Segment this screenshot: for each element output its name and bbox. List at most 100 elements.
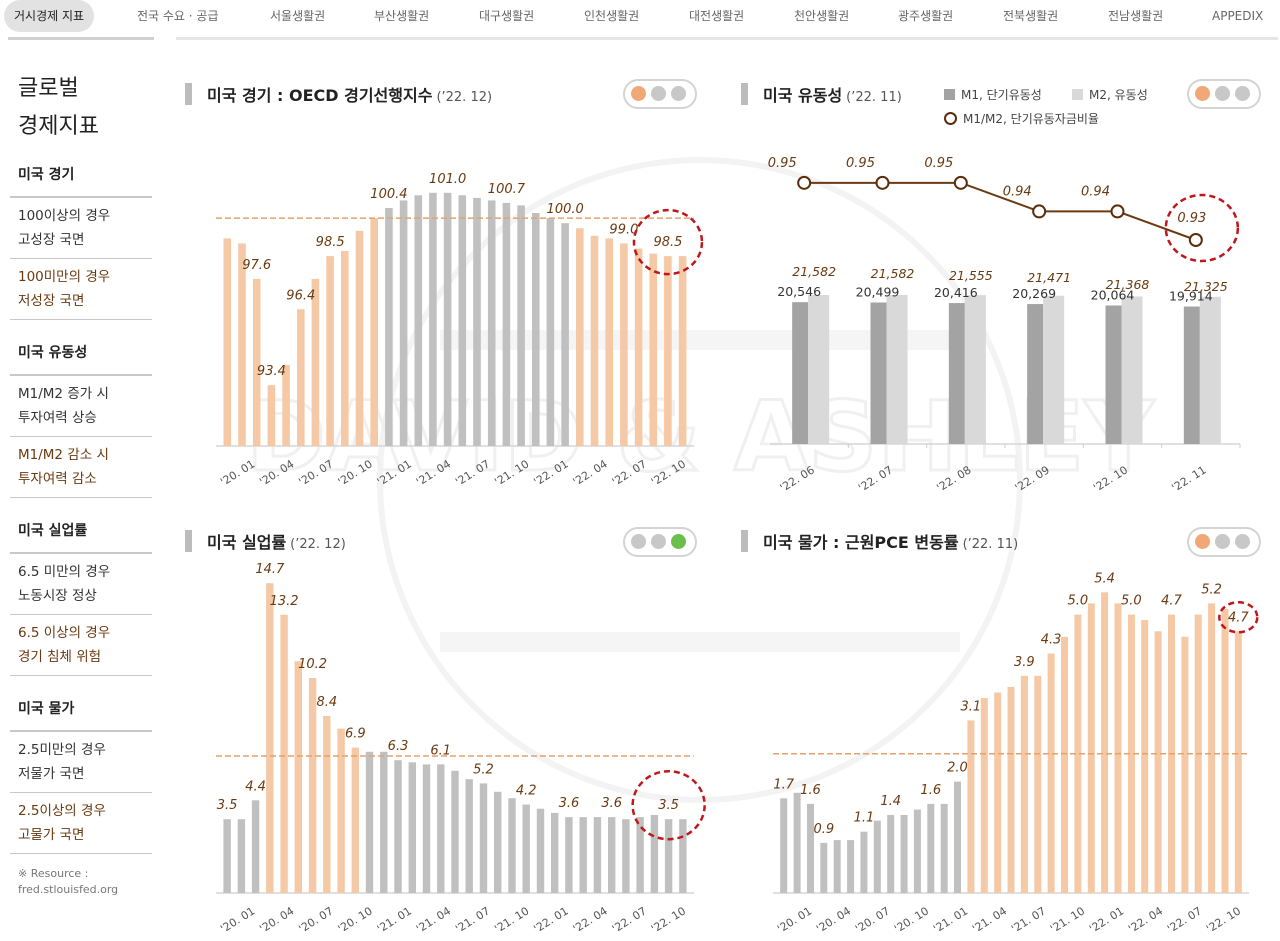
- bar: [994, 692, 1002, 893]
- bar: [408, 762, 416, 893]
- data-label: 8.4: [316, 695, 337, 710]
- panel-title: 미국 물가 : 근원PCE 변동률 (’22. 11): [763, 529, 1018, 553]
- panel-header-bar: [741, 530, 748, 552]
- tab-gwangju[interactable]: 광주생활권: [898, 9, 954, 23]
- x-tick-label: '20. 04: [814, 904, 853, 935]
- x-tick-label: '21. 01: [931, 904, 970, 935]
- legend-item-m1: M1, 단기유동성: [944, 86, 1042, 103]
- bar: [565, 817, 573, 893]
- bar: [576, 228, 584, 446]
- bar: [365, 751, 374, 893]
- tab-appendix[interactable]: APPEDIX: [1212, 9, 1264, 23]
- bar: [429, 192, 437, 446]
- sidebar-title-line1: 글로벌: [18, 76, 79, 101]
- tab-daejeon[interactable]: 대전생활권: [689, 9, 745, 23]
- data-label: 4.7: [1228, 610, 1249, 625]
- bar: [1127, 614, 1135, 893]
- sidebar-item-m1m2-down: M1/M2 감소 시 투자여력 감소: [10, 437, 152, 498]
- tab-busan[interactable]: 부산생활권: [374, 9, 430, 23]
- bar: [847, 840, 855, 893]
- x-tick-label: '22. 07: [1165, 904, 1204, 935]
- bar: [422, 764, 431, 893]
- x-tick-label: '22. 01: [531, 904, 570, 935]
- bar: [927, 803, 935, 893]
- bar: [967, 720, 975, 893]
- sidebar-item-line: 투자여력 감소: [18, 471, 97, 487]
- bar: [337, 728, 345, 893]
- bar: [267, 385, 276, 446]
- tab-jeonnam[interactable]: 전남생활권: [1108, 9, 1164, 23]
- data-label: 100.4: [370, 187, 407, 202]
- sidebar-item-high-growth: 100이상의 경우 고성장 국면: [10, 198, 152, 259]
- data-label: 98.5: [653, 235, 682, 250]
- bar: [664, 819, 673, 893]
- data-label: 3.5: [658, 798, 679, 813]
- panel-subtitle: (’22. 11): [962, 537, 1019, 552]
- data-label-m1: 20,269: [1012, 286, 1056, 301]
- data-label: 6.1: [430, 743, 451, 758]
- signal-light: [1195, 86, 1210, 101]
- tab-macro-indicators[interactable]: 거시경제 지표: [4, 0, 95, 32]
- sidebar-item-low-inflation: 2.5미만의 경우 저물가 국면: [10, 732, 152, 793]
- bar: [1087, 603, 1095, 893]
- tab-daegu[interactable]: 대구생활권: [479, 9, 535, 23]
- x-tick-label: '22. 04: [571, 457, 610, 488]
- bar: [522, 804, 530, 893]
- bar: [355, 230, 364, 446]
- sidebar-item-line: 경기 침체 위험: [18, 649, 102, 665]
- bar: [458, 195, 467, 446]
- bar: [1061, 636, 1068, 893]
- bar: [807, 803, 814, 893]
- highlight-circle: [1218, 601, 1259, 634]
- data-label: 10.2: [298, 657, 327, 672]
- data-label-m1: 19,914: [1169, 289, 1213, 304]
- tab-national-supply-demand[interactable]: 전국 수요 · 공급: [137, 9, 219, 23]
- bar: [385, 208, 393, 446]
- ratio-point: [1032, 204, 1047, 219]
- panel-title-text: 미국 유동성: [763, 86, 843, 105]
- signal-lights-liquidity: [1187, 79, 1261, 109]
- bar: [551, 812, 559, 893]
- sidebar-section-us-economy: 미국 경기: [10, 164, 152, 198]
- bar: [465, 779, 473, 893]
- x-tick-label: '21. 04: [414, 904, 453, 935]
- tab-cheonan[interactable]: 천안생활권: [794, 9, 850, 23]
- data-label-ratio: 0.95: [768, 156, 797, 171]
- data-label: 4.7: [1161, 594, 1182, 609]
- legend-swatch-m2: [1072, 89, 1083, 100]
- bar: [561, 223, 569, 446]
- panel-header-liquidity: 미국 유동성 (’22. 11): [741, 80, 941, 110]
- panel-subtitle: (’22. 12): [290, 537, 346, 552]
- data-label: 6.3: [388, 739, 409, 754]
- legend-label-m2: M2, 유동성: [1089, 88, 1148, 102]
- sidebar-title: 글로벌 경제지표: [18, 70, 152, 146]
- bar: [443, 192, 452, 446]
- bar: [266, 583, 274, 893]
- bar: [1020, 675, 1028, 893]
- bar: [517, 205, 525, 446]
- bar: [679, 819, 687, 893]
- tab-incheon[interactable]: 인천생활권: [584, 9, 640, 23]
- x-tick-label: '22. 10: [1204, 904, 1243, 935]
- sidebar-item-line: 저물가 국면: [18, 766, 85, 782]
- panel-header-bar: [185, 530, 192, 552]
- ratio-point: [797, 175, 812, 190]
- panel-title: 미국 유동성 (’22. 11): [763, 82, 902, 106]
- sidebar-section-us-unemployment: 미국 실업률: [10, 520, 152, 554]
- signal-light: [651, 534, 666, 549]
- data-label-m1: 20,064: [1091, 287, 1135, 302]
- tab-jeonbuk[interactable]: 전북생활권: [1003, 9, 1059, 23]
- bar: [887, 815, 895, 893]
- tab-seoul[interactable]: 서울생활권: [270, 9, 326, 23]
- bar: [473, 197, 481, 446]
- x-tick-label: '21. 10: [492, 904, 531, 935]
- data-label: 4.2: [516, 783, 537, 798]
- x-tick-label: '22. 09: [1013, 463, 1052, 494]
- sidebar-item-line: 저성장 국면: [18, 293, 85, 309]
- data-label: 5.2: [1201, 582, 1222, 597]
- panel-title-text: 미국 경기 : OECD 경기선행지수: [207, 86, 433, 105]
- data-label: 5.2: [473, 762, 494, 777]
- signal-light: [1215, 86, 1230, 101]
